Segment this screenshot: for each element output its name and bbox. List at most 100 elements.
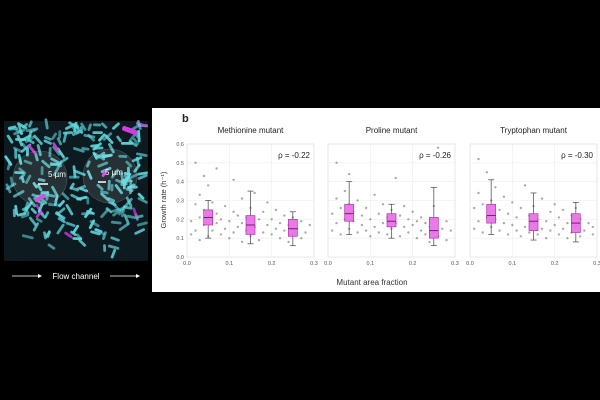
cell [20, 213, 30, 219]
data-point [278, 237, 282, 240]
data-point [300, 220, 303, 223]
data-point [228, 237, 231, 240]
data-point [381, 221, 385, 225]
x-tick-label: 0.2 [551, 261, 559, 267]
data-point [377, 212, 380, 215]
data-point [578, 235, 582, 238]
data-point [540, 227, 544, 230]
data-point [502, 221, 506, 225]
cell [13, 128, 26, 136]
cell [43, 135, 52, 141]
cell [37, 203, 44, 213]
cell [55, 211, 65, 222]
data-point [198, 193, 201, 196]
cell [61, 192, 70, 201]
plot-3: Tryptophan mutant ρ = -0.30 0.0 0.1 0.2 0.3 [466, 126, 600, 267]
data-point [300, 237, 303, 240]
cell-field [4, 118, 148, 259]
data-point [549, 210, 552, 213]
y-tick-label: 0.5 [176, 161, 184, 167]
data-point [519, 206, 522, 210]
cell [103, 244, 107, 252]
data-point [308, 223, 311, 227]
y-tick-label: 0.1 [176, 236, 184, 242]
data-point [331, 229, 334, 232]
data-point [591, 233, 594, 236]
data-point [381, 203, 385, 206]
data-point [386, 233, 389, 236]
data-point [528, 231, 531, 234]
data-point [356, 199, 359, 202]
cell [41, 159, 51, 169]
data-point [511, 223, 514, 227]
data-point [407, 231, 410, 234]
data-point [270, 218, 273, 221]
cell [59, 156, 69, 164]
cell [110, 220, 122, 225]
data-point [566, 237, 569, 240]
data-point [506, 233, 510, 236]
scale-label-right: 5 µm [105, 168, 123, 177]
data-point [240, 197, 244, 200]
cell [27, 197, 37, 208]
y-tick-label: 0.0 [176, 255, 184, 261]
cell [110, 249, 117, 259]
y-tick-label: 0.2 [176, 217, 184, 223]
data-point [498, 229, 501, 232]
mutant-cell [122, 125, 138, 135]
data-point [262, 210, 265, 213]
data-point [515, 216, 518, 219]
data-point [215, 212, 218, 215]
cell [134, 228, 145, 235]
cell [108, 200, 117, 207]
data-point [481, 231, 484, 234]
data-point [394, 176, 397, 180]
data-point [364, 206, 368, 210]
cell [100, 190, 109, 195]
data-point [343, 189, 347, 193]
x-tick-label: 0.2 [268, 261, 276, 267]
cell [101, 154, 112, 158]
data-point [194, 161, 197, 164]
data-point [587, 221, 590, 225]
data-point [419, 216, 423, 219]
cell [16, 122, 28, 130]
cell [25, 147, 30, 157]
cell [100, 192, 110, 202]
data-point [266, 201, 269, 204]
data-point [356, 231, 359, 234]
cell [86, 210, 95, 215]
cell [120, 172, 124, 181]
data-point [278, 221, 282, 225]
cell [95, 151, 106, 160]
data-point [553, 223, 556, 227]
mutant-cell [132, 207, 138, 218]
cell [70, 186, 79, 192]
panel-a: 5 µm 5 µm Flow channel [0, 118, 152, 288]
data-point [190, 233, 193, 236]
data-point [403, 204, 406, 208]
cell [94, 146, 104, 150]
x-tick-label: 0.0 [183, 261, 191, 267]
data-point [441, 227, 444, 230]
cell [70, 230, 77, 237]
data-point [223, 227, 227, 230]
cell [137, 192, 145, 200]
data-point [519, 235, 522, 238]
cell [86, 170, 93, 180]
x-axis-label: Mutant area fraction [336, 278, 407, 287]
highlight-circle-left [12, 150, 68, 206]
data-point [198, 238, 201, 242]
data-point [240, 240, 244, 244]
data-point [335, 161, 338, 164]
data-point [473, 206, 476, 210]
box [528, 213, 539, 231]
cell [137, 130, 141, 143]
data-point [253, 191, 256, 195]
cell [65, 204, 74, 216]
cell [110, 236, 120, 242]
y-tick-label: 0.6 [176, 142, 184, 148]
data-point [257, 238, 261, 242]
cell [24, 207, 30, 215]
cell [52, 165, 61, 177]
